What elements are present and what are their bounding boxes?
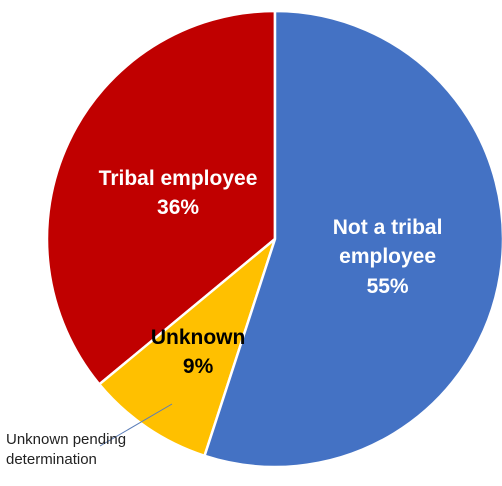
category-label: Tribal employee [98,166,258,190]
annotation: Unknown pending determination [6,431,127,469]
value-label: 36% [157,196,200,220]
data-label-box: Not a tribal employee 55% [303,202,473,312]
pie-slice [97,235,278,458]
annotation-box: Unknown pending determination [6,431,127,469]
pie-slice [202,9,502,469]
category-label: Not a tribal employee [332,215,443,269]
pie-slice [45,9,277,387]
value-label: 9% [182,355,214,379]
data-label: Tribal employee 36% [93,138,263,248]
leader-line [99,403,173,447]
data-label: Not a tribal employee 55% [303,202,473,312]
data-label-box: Tribal employee 36% [93,138,263,248]
category-label: Unknown [150,325,246,349]
value-label: 55% [366,274,409,298]
data-label-box: Unknown 9% [113,297,283,407]
data-label: Unknown 9% [113,297,283,407]
